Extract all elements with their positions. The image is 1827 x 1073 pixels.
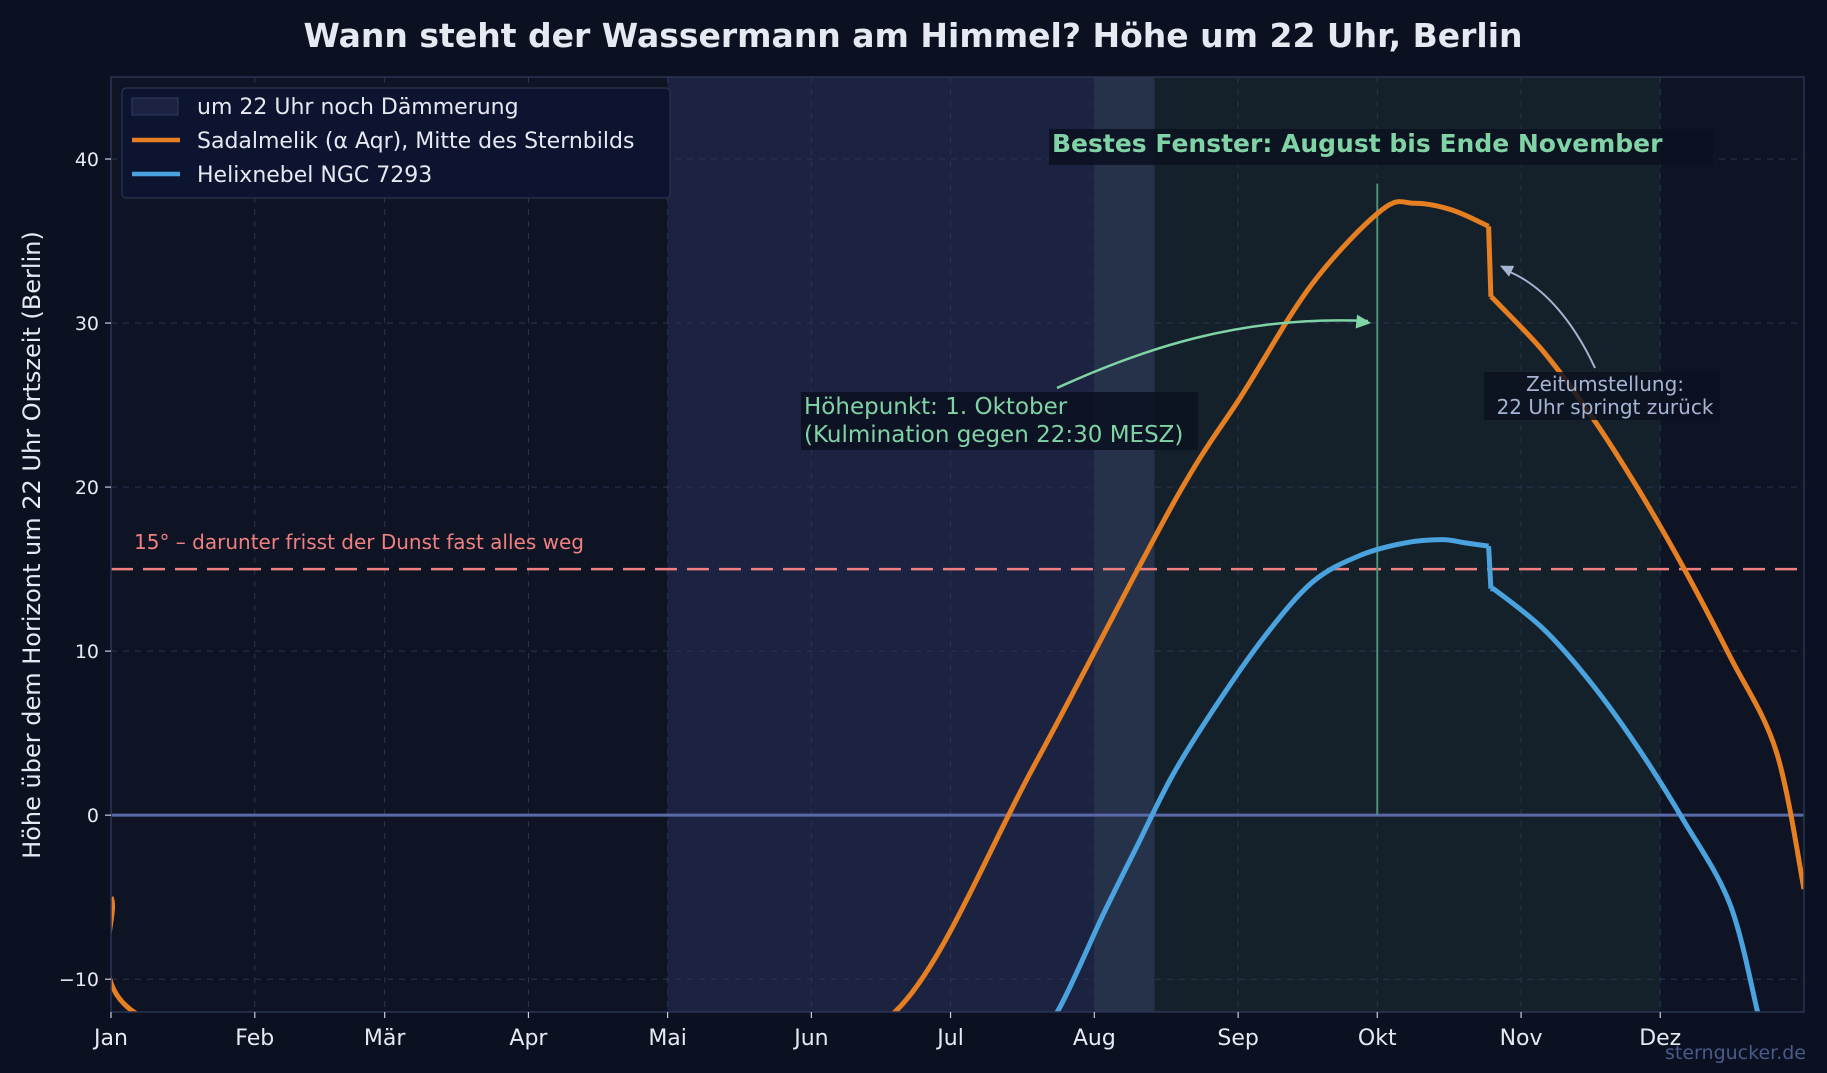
- x-tick-label-Dez: Dez: [1639, 1026, 1681, 1051]
- dst-arrow: [1504, 269, 1596, 369]
- y-tick-label-40: 40: [75, 149, 99, 171]
- peak-annotation-bg: [801, 392, 1198, 450]
- peak-arrow: [1056, 319, 1369, 390]
- x-tick-label-Jul: Jul: [935, 1026, 964, 1051]
- x-tick-label-Okt: Okt: [1358, 1026, 1397, 1051]
- chart-title: Wann steht der Wassermann am Himmel? Höh…: [303, 16, 1522, 55]
- dst-annotation-bg: [1484, 372, 1720, 420]
- band-twilight-fade: [1094, 77, 1155, 1012]
- x-tick-label-Mär: Mär: [364, 1026, 406, 1051]
- legend-label-sadalmelik: Sadalmelik (α Aqr), Mitte des Sternbilds: [197, 129, 634, 154]
- x-tick-label-Feb: Feb: [235, 1026, 274, 1051]
- x-tick-label-Mai: Mai: [648, 1026, 687, 1051]
- x-ticks: Jan Feb Mär Apr Mai Jun Jul Aug Sep Okt Nov Dez: [92, 1012, 1681, 1051]
- peak-annotation-line2: (Kulmination gegen 22:30 MESZ): [804, 422, 1183, 448]
- y-tick-label-30: 30: [75, 313, 99, 335]
- legend-patch-twilight: [131, 97, 179, 116]
- y-tick-label-20: 20: [75, 477, 99, 499]
- plot-frame: [110, 76, 1805, 1013]
- legend-label-twilight: um 22 Uhr noch Dämmerung: [197, 95, 519, 120]
- dst-annotation-line2: 22 Uhr springt zurück: [1497, 395, 1714, 419]
- x-tick-label-Jun: Jun: [792, 1026, 828, 1051]
- watermark: sterngucker.de: [1665, 1042, 1806, 1064]
- y-axis-label: Höhe über dem Horizont um 22 Uhr Ortszei…: [18, 231, 46, 859]
- x-tick-label-Nov: Nov: [1500, 1026, 1543, 1051]
- best-window-label-bg: [1049, 129, 1713, 165]
- haze-line-label: 15° – darunter frisst der Dunst fast all…: [134, 530, 584, 554]
- best-window-label: Bestes Fenster: August bis Ende November: [1052, 129, 1663, 158]
- series-group: [111, 199, 1804, 1012]
- peak-arrowhead: [1355, 314, 1372, 329]
- y-tick-label-10: 10: [75, 641, 99, 663]
- peak-annotation-line1: Höhepunkt: 1. Oktober: [804, 394, 1068, 420]
- dst-arrowhead: [1499, 265, 1515, 277]
- bands: [667, 77, 1661, 1012]
- dst-annotation-line1: Zeitumstellung:: [1526, 372, 1684, 396]
- reference-lines: [111, 567, 1804, 817]
- x-tick-label-Aug: Aug: [1073, 1026, 1116, 1051]
- legend-box: [121, 87, 671, 199]
- y-tick-label-0: 0: [87, 805, 99, 827]
- y-tick-label--10: −10: [59, 969, 99, 991]
- band-twilight: [667, 77, 1155, 1012]
- series-line-helix: [1054, 537, 1761, 1012]
- x-tick-label-Jan: Jan: [92, 1026, 128, 1051]
- x-tick-label-Sep: Sep: [1217, 1026, 1258, 1051]
- x-tick-label-Apr: Apr: [509, 1026, 548, 1051]
- legend: um 22 Uhr noch Dämmerung Sadalmelik (α A…: [121, 87, 671, 199]
- legend-label-helix: Helixnebel NGC 7293: [197, 163, 432, 188]
- series-line-sadalmelik: [111, 199, 1804, 1012]
- y-ticks: −10 0 10 20 30 40: [59, 149, 111, 991]
